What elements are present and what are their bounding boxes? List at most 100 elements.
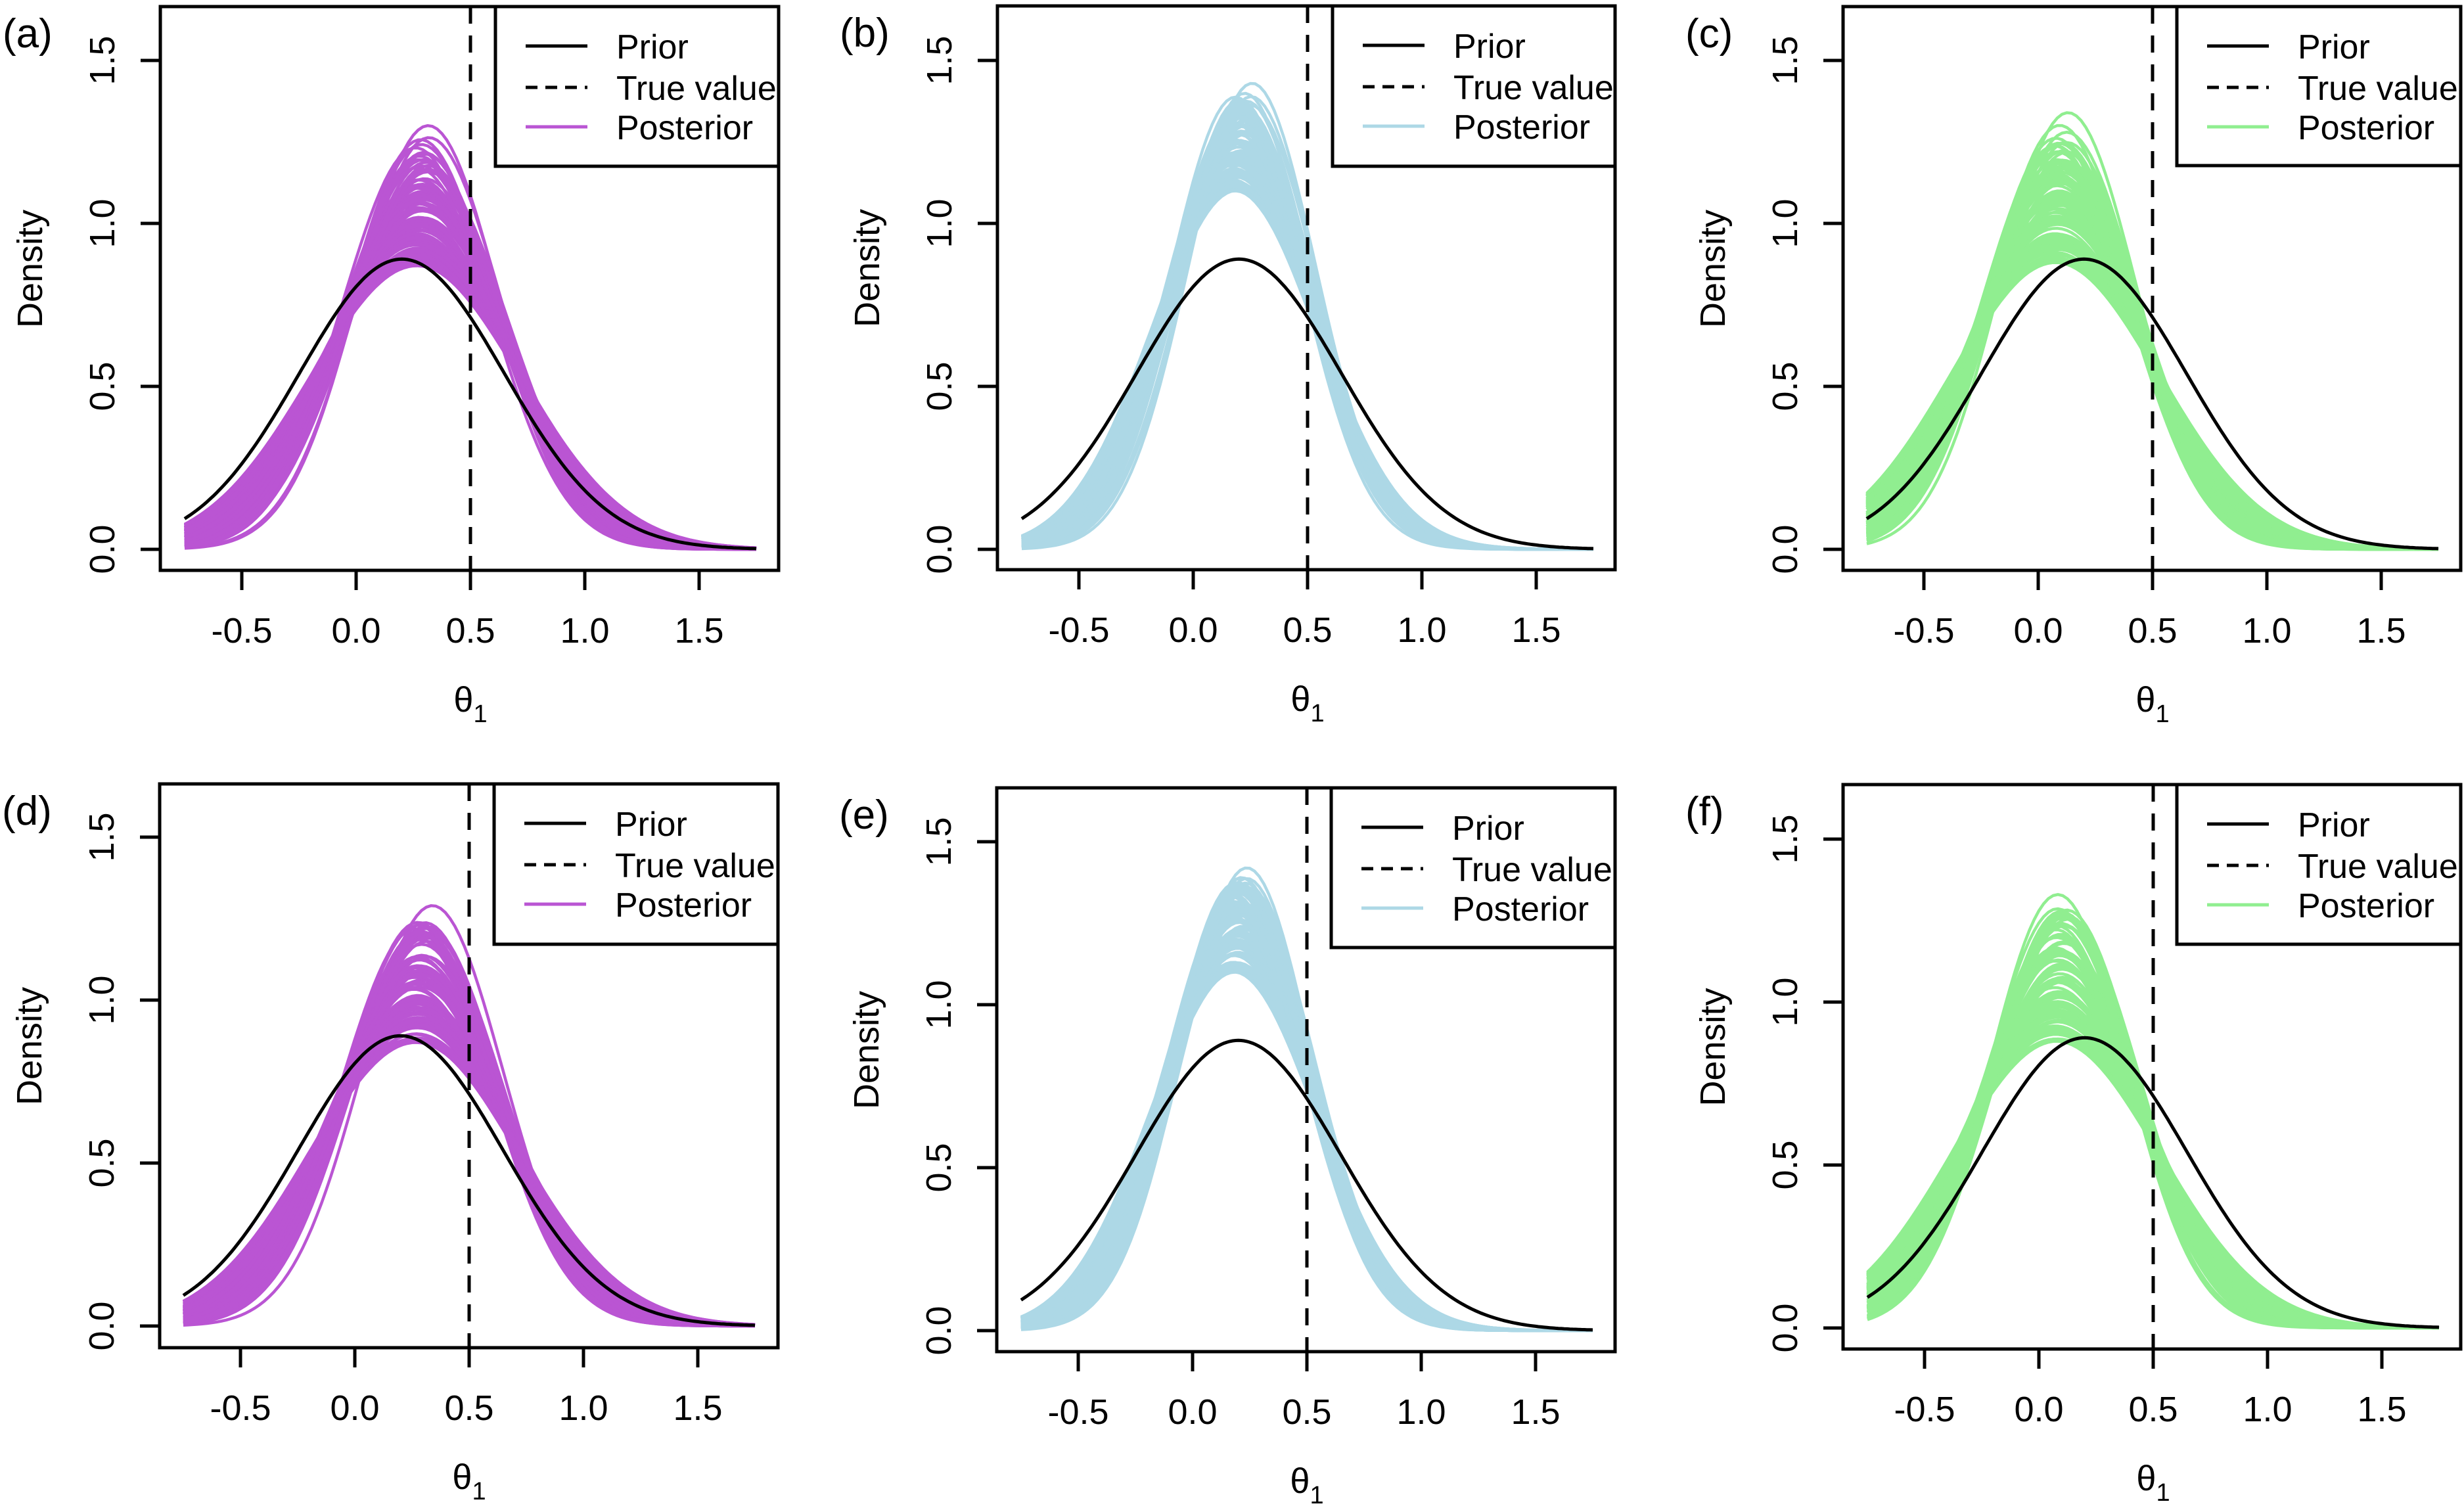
legend-box [2175,5,2463,168]
x-axis-title: θ1 [452,1457,486,1505]
y-tick-label: 0.0 [83,524,122,574]
x-axis-title: θ1 [2135,680,2169,728]
legend-prior-label: Prior [1453,28,1526,66]
x-tick-label: 0.5 [444,1388,493,1428]
y-tick-label: 1.5 [919,817,959,866]
x-tick-label: 1.5 [2357,1390,2406,1429]
legend-posterior-label: Posterior [2298,887,2434,925]
x-axis-symbol: θ [2135,680,2155,720]
x-tick-label: 1.5 [1511,610,1561,650]
x-axis-title: θ1 [2136,1459,2170,1507]
x-tick-label: -0.5 [211,611,272,651]
y-tick-label: 1.0 [919,980,959,1029]
x-axis-symbol: θ [453,680,473,720]
prior-line [1865,257,2439,551]
posterior-line [1021,131,1593,551]
prior-line [182,1034,756,1327]
legend-true-value-label: True value [2298,70,2458,108]
legend-true-value-label: True value [1453,69,1614,107]
prior-line [1866,1036,2440,1329]
x-tick-label: 1.0 [2243,1390,2292,1429]
panel-c: (c) -0.5 0.0 0.5 1.0 1.5 0.0 0.5 1.0 1.5 θ1 Density… [1685,5,2463,728]
posterior-line [184,248,757,550]
posterior-line [1866,124,2438,551]
legend-true-value-label: True value [2298,848,2458,886]
prior-line [183,257,757,551]
legend-box [1329,786,1617,949]
legend-prior-label: Prior [616,28,689,66]
x-tick-label: 0.0 [331,611,380,651]
x-axis-title: θ1 [453,680,487,728]
panel-d: (d) -0.5 0.0 0.5 1.0 1.5 0.0 0.5 1.0 1.5 θ1 Density… [2,782,780,1505]
y-tick-label: 1.5 [83,35,122,85]
x-tick-label: 0.5 [1282,1392,1331,1432]
x-tick-label: 1.0 [2242,611,2291,651]
legend-posterior-label: Posterior [2298,109,2434,147]
legend-true-value-label: True value [616,70,777,108]
y-tick-label: 1.0 [1766,198,1805,248]
x-tick-label: -0.5 [1894,1390,1955,1429]
x-tick-label: 1.0 [559,1388,608,1428]
y-tick-label: 1.0 [920,198,959,248]
legend-posterior-label: Posterior [1453,108,1590,147]
x-tick-label: 0.5 [1283,610,1332,650]
legend-prior-label: Prior [2298,28,2370,66]
legend-box [1331,4,1617,168]
x-tick-label: -0.5 [1047,1392,1108,1432]
y-axis-title: Density [847,991,886,1109]
panel-label: (e) [839,792,889,838]
x-axis-title: θ1 [1290,1461,1323,1509]
prior-line [1020,257,1594,551]
x-axis-title: θ1 [1290,679,1324,727]
x-axis-symbol: θ [1290,679,1310,719]
y-tick-label: 0.5 [920,361,959,411]
x-tick-label: 0.0 [1168,610,1218,650]
x-axis-symbol: θ [1290,1461,1310,1501]
y-tick-label: 1.0 [83,198,122,248]
y-tick-label: 1.0 [82,975,122,1024]
posterior-line [1867,914,2439,1330]
x-tick-label: 1.5 [674,611,723,651]
y-tick-label: 0.5 [1766,1140,1805,1189]
x-axis-symbol: θ [2136,1459,2156,1498]
legend-prior-label: Prior [615,806,687,844]
x-tick-label: 1.0 [1396,1392,1446,1432]
x-tick-label: 0.0 [2014,1390,2063,1429]
y-tick-label: 0.0 [1766,1303,1805,1352]
y-tick-label: 0.0 [919,1306,959,1355]
x-tick-label: 0.5 [2128,1390,2178,1429]
panel-label: (b) [840,11,890,56]
legend-true-value-label: True value [1452,851,1612,889]
x-axis-subscript: 1 [1310,1482,1323,1509]
legend-prior-label: Prior [2298,806,2370,844]
legend-posterior-label: Posterior [1452,890,1589,928]
panel-e: (e) -0.5 0.0 0.5 1.0 1.5 0.0 0.5 1.0 1.5 θ1 Density… [839,786,1617,1509]
y-tick-label: 0.0 [82,1301,122,1350]
legend-true-value-label: True value [615,847,775,885]
y-tick-label: 0.0 [920,524,959,574]
x-tick-label: 1.0 [1397,610,1446,650]
legend-box [492,782,780,946]
legend-box [493,5,781,168]
legend-posterior-label: Posterior [616,109,753,147]
x-tick-label: -0.5 [1048,610,1109,650]
y-tick-label: 1.5 [1766,814,1805,863]
x-tick-label: 1.5 [673,1388,722,1428]
y-axis-title: Density [10,987,49,1105]
y-tick-label: 1.0 [1766,977,1805,1026]
y-tick-label: 0.5 [1766,361,1805,411]
panel-a: (a) -0.5 0.0 0.5 1.0 1.5 0.0 0.5 1.0 1.5 θ1 Density… [3,5,781,728]
x-tick-label: -0.5 [1893,611,1954,651]
x-tick-label: 0.0 [2013,611,2063,651]
x-axis-subscript: 1 [1310,700,1324,727]
x-tick-label: 0.5 [2128,611,2177,651]
y-axis-title: Density [848,209,887,327]
y-tick-label: 0.5 [919,1143,959,1192]
y-axis-title: Density [11,210,50,328]
x-tick-label: 0.5 [445,611,495,651]
legend-prior-label: Prior [1452,810,1524,848]
